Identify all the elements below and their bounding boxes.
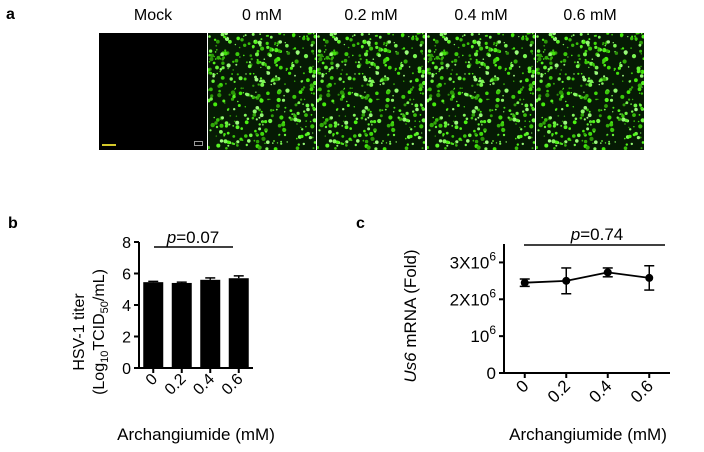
series-polyline xyxy=(524,271,650,284)
bar-0 xyxy=(143,282,164,368)
data-point-0 xyxy=(520,278,529,287)
ylabel-sub-50: 50 xyxy=(99,301,111,313)
p-value: =0.74 xyxy=(580,225,623,244)
significance-annotation: p=0.07 xyxy=(154,228,233,248)
scale-marker xyxy=(194,141,203,146)
x-tick-label: 0.2 xyxy=(162,371,190,399)
bars xyxy=(143,275,249,368)
bar-0.2 xyxy=(171,282,192,368)
ylabel-rest: mRNA (Fold) xyxy=(401,249,420,352)
fluorescence-image xyxy=(208,33,316,150)
x-tick-label: 0.6 xyxy=(627,376,657,406)
condition-label-0mm: 0 mM xyxy=(242,7,282,24)
p-symbol: p xyxy=(166,228,176,247)
y-axis-label: Us6 mRNA (Fold) xyxy=(401,249,420,382)
condition-label-mock: Mock xyxy=(133,7,173,24)
data-point-0.4 xyxy=(603,268,612,277)
series-line xyxy=(519,264,655,295)
x-tick-label: 0 xyxy=(512,376,532,396)
y-tick-label: 0 xyxy=(122,361,131,378)
panel-c-label: c xyxy=(356,215,365,232)
x-axis: 0 0.2 0.4 0.6 xyxy=(504,372,670,407)
bar-0.4 xyxy=(200,279,221,368)
ylabel-part-log: (Log xyxy=(91,363,108,395)
tick-mantissa: 10 xyxy=(470,327,489,346)
y-axis: 0 2 4 6 8 xyxy=(122,235,140,378)
x-axis-label: Archangiumide (mM) xyxy=(509,425,667,444)
data-point-0.6 xyxy=(645,273,654,282)
y-tick-label: 106 xyxy=(470,323,496,346)
micrograph-0mm xyxy=(208,33,316,150)
significance-annotation: p=0.74 xyxy=(524,225,665,246)
condition-label-0-6mm: 0.6 mM xyxy=(563,7,617,24)
scale-bar xyxy=(102,144,116,146)
x-tick-label: 0.6 xyxy=(219,371,247,399)
y-tick-label: 3X106 xyxy=(450,249,497,272)
x-axis: 0 0.2 0.4 0.6 xyxy=(139,367,253,399)
micrograph-0-6mm xyxy=(536,33,644,150)
tick-exponent: 6 xyxy=(489,286,496,300)
fluorescence-image xyxy=(317,33,425,150)
tick-exponent: 6 xyxy=(489,323,496,337)
ylabel-part-unit: /mL) xyxy=(91,269,108,301)
y-tick-label: 8 xyxy=(122,235,131,252)
x-tick-label: 0.4 xyxy=(190,371,218,399)
ylabel-sub-10: 10 xyxy=(99,351,111,363)
fluorescence-image xyxy=(427,33,535,150)
tick-exponent: 6 xyxy=(489,249,496,263)
condition-label-0-2mm: 0.2 mM xyxy=(344,7,398,24)
data-point-0.2 xyxy=(562,276,571,285)
y-tick-label: 2 xyxy=(122,330,131,347)
x-axis-label: Archangiumide (mM) xyxy=(117,425,275,444)
y-axis-label-line2: (Log10TCID50/mL) xyxy=(91,269,111,395)
tick-mantissa: 2X10 xyxy=(450,290,490,309)
tick-mantissa: 3X10 xyxy=(450,253,490,272)
micrograph-mock xyxy=(99,33,207,150)
micrograph-0-2mm xyxy=(317,33,425,150)
micrograph-0-4mm xyxy=(427,33,535,150)
panel-b-label: b xyxy=(8,215,18,232)
x-tick-label: 0 xyxy=(143,371,161,389)
x-tick-label: 0.4 xyxy=(585,376,615,406)
ylabel-part-tcid: TCID xyxy=(91,313,108,350)
panel-a-label: a xyxy=(6,6,15,23)
y-tick-label: 6 xyxy=(122,267,131,284)
p-value-label: p=0.07 xyxy=(166,228,219,247)
fluorescence-image xyxy=(536,33,644,150)
y-tick-label: 4 xyxy=(122,298,131,315)
ylabel-gene: Us6 xyxy=(401,352,420,383)
p-value: =0.07 xyxy=(176,228,219,247)
condition-label-0-4mm: 0.4 mM xyxy=(454,7,508,24)
y-tick-label: 0 xyxy=(487,364,496,383)
bar-0.6 xyxy=(228,278,249,368)
p-value-label: p=0.74 xyxy=(570,225,623,244)
y-tick-label: 2X106 xyxy=(450,286,497,309)
y-axis-label-line1: HSV-1 titer xyxy=(71,293,88,371)
x-tick-label: 0.2 xyxy=(544,376,574,406)
p-symbol: p xyxy=(570,225,580,244)
tick-mantissa: 0 xyxy=(487,364,496,383)
